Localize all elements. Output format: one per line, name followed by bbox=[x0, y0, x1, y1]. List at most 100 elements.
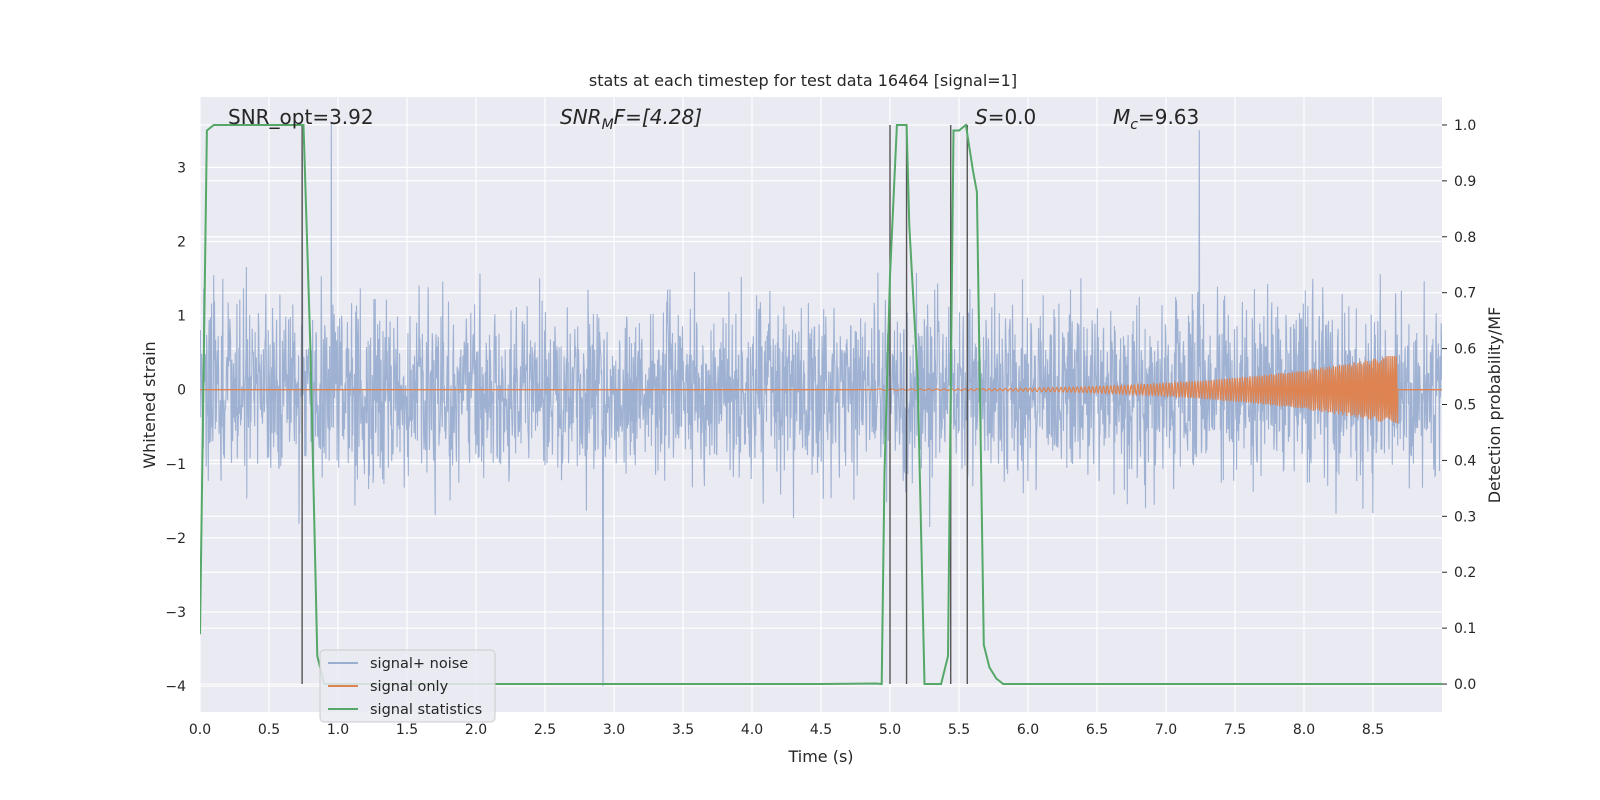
x-tick-label: 4.5 bbox=[810, 722, 832, 738]
statistics-point bbox=[206, 129, 208, 132]
statistics-point bbox=[1027, 683, 1029, 685]
x-tick-label: 0.0 bbox=[189, 722, 211, 738]
y2-tick-label: 0.2 bbox=[1454, 565, 1476, 581]
x-tick-label: 5.5 bbox=[948, 722, 970, 738]
statistics-point bbox=[1441, 683, 1442, 685]
x-tick-label: 6.0 bbox=[1017, 722, 1039, 738]
x-tick-label: 2.0 bbox=[465, 722, 487, 738]
legend-box bbox=[319, 649, 496, 723]
annotation-snr-opt: SNR_opt=3.92 bbox=[228, 105, 374, 129]
statistics-point bbox=[908, 224, 911, 227]
statistics-point bbox=[883, 470, 886, 473]
x-tick-label: 2.5 bbox=[534, 722, 556, 738]
x-tick-label: 3.5 bbox=[672, 722, 694, 738]
x-tick-label: 8.0 bbox=[1293, 722, 1315, 738]
x-tick-label: 1.5 bbox=[396, 722, 418, 738]
statistics-point bbox=[900, 124, 902, 126]
statistics-point bbox=[1013, 683, 1015, 685]
statistics-point bbox=[995, 677, 998, 680]
y2-tick-label: 1.0 bbox=[1454, 118, 1476, 134]
y-axis: 3 2 1 0 −1 −2 −3 −4 bbox=[165, 160, 186, 695]
statistics-point bbox=[930, 683, 933, 685]
statistics-point bbox=[916, 375, 919, 378]
statistics-point bbox=[1002, 683, 1004, 685]
y-tick-label: 0 bbox=[177, 383, 186, 399]
x-tick-label: 0.5 bbox=[258, 722, 280, 738]
y-tick-label: 1 bbox=[177, 309, 186, 325]
y2-tick-label: 0.9 bbox=[1454, 174, 1476, 190]
statistics-point bbox=[316, 655, 319, 657]
statistics-point bbox=[1303, 683, 1305, 685]
statistics-point bbox=[613, 683, 615, 685]
statistics-point bbox=[295, 124, 298, 126]
statistics-point bbox=[302, 124, 305, 126]
y-tick-label: −2 bbox=[165, 531, 186, 547]
statistics-point bbox=[976, 191, 978, 193]
statistics-point bbox=[923, 683, 926, 685]
x-tick-label: 4.0 bbox=[741, 722, 763, 738]
statistics-point bbox=[889, 275, 891, 277]
statistics-point bbox=[949, 392, 952, 395]
statistics-point bbox=[309, 347, 312, 350]
statistics-point bbox=[896, 124, 898, 126]
legend-label-noise: signal+ noise bbox=[370, 656, 468, 672]
statistics-point bbox=[226, 124, 229, 126]
statistics-point bbox=[940, 683, 942, 685]
annotation-snr-mf: SNRMF=[4.28] bbox=[560, 105, 702, 133]
x-tick-label: 5.0 bbox=[879, 722, 901, 738]
signal-only-series bbox=[200, 355, 1442, 424]
y-axis-label: Whitened strain bbox=[140, 341, 159, 468]
x-axis: 0.0 0.5 1.0 1.5 2.0 2.5 3.0 3.5 4.0 4.5 5.0 5.5 6.0 6… bbox=[189, 722, 1384, 738]
legend-label-stat: signal statistics bbox=[370, 702, 482, 718]
statistics-point bbox=[254, 124, 256, 126]
statistics-point bbox=[947, 655, 949, 657]
statistics-point bbox=[240, 124, 243, 126]
chart-title: stats at each timestep for test data 164… bbox=[589, 71, 1017, 90]
y-tick-label: 3 bbox=[177, 160, 186, 176]
statistics-point bbox=[200, 632, 201, 635]
statistics-line bbox=[200, 123, 1442, 686]
annotation-s: S=0.0 bbox=[975, 105, 1036, 129]
y-tick-label: −3 bbox=[165, 605, 186, 621]
statistics-point bbox=[282, 124, 284, 126]
signal-chirp bbox=[876, 355, 1399, 424]
statistics-point bbox=[965, 124, 967, 126]
statistics-point bbox=[983, 644, 985, 646]
statistics-point bbox=[958, 129, 960, 132]
statistics-point bbox=[1165, 683, 1167, 685]
statistics-point bbox=[988, 666, 991, 669]
statistics-point bbox=[213, 124, 215, 126]
legend-label-signal: signal only bbox=[370, 679, 449, 695]
y2-tick-label: 0.3 bbox=[1454, 509, 1476, 525]
y2-tick-label: 0.5 bbox=[1454, 398, 1476, 414]
y2-tick-label: 0.1 bbox=[1454, 621, 1476, 637]
y2-axis-label: Detection probability/MF bbox=[1485, 307, 1504, 504]
x-tick-label: 6.5 bbox=[1086, 722, 1108, 738]
statistics-point bbox=[219, 124, 222, 126]
y2-tick-label: 0.7 bbox=[1454, 286, 1476, 302]
statistics-point bbox=[952, 129, 955, 132]
x-axis-label: Time (s) bbox=[787, 747, 853, 766]
statistics-point bbox=[544, 683, 546, 685]
y2-tick-label: 0.8 bbox=[1454, 230, 1476, 246]
y-tick-label: −1 bbox=[165, 457, 186, 473]
x-tick-label: 8.5 bbox=[1362, 722, 1384, 738]
statistics-point bbox=[905, 124, 908, 126]
annotation-mc: Mc=9.63 bbox=[1113, 105, 1199, 133]
y2-tick-label: 0.6 bbox=[1454, 342, 1476, 358]
x-tick-label: 7.0 bbox=[1155, 722, 1177, 738]
statistics-point bbox=[880, 683, 883, 685]
y-tick-label: 2 bbox=[177, 234, 186, 250]
legend: signal+ noise signal only signal statist… bbox=[319, 649, 496, 723]
y2-tick-label: 0.0 bbox=[1454, 677, 1476, 693]
statistics-point bbox=[751, 683, 753, 685]
y-tick-label: −4 bbox=[165, 679, 186, 695]
statistics-point bbox=[972, 168, 974, 171]
y2-axis: 1.0 0.9 0.8 0.7 0.6 0.5 0.4 0.3 0.2 0.1 0.0 bbox=[1442, 118, 1476, 693]
statistics-point bbox=[875, 682, 877, 685]
x-tick-label: 3.0 bbox=[603, 722, 625, 738]
statistics-point bbox=[820, 683, 822, 685]
x-tick-label: 7.5 bbox=[1224, 722, 1246, 738]
y2-tick-label: 0.4 bbox=[1454, 453, 1476, 469]
